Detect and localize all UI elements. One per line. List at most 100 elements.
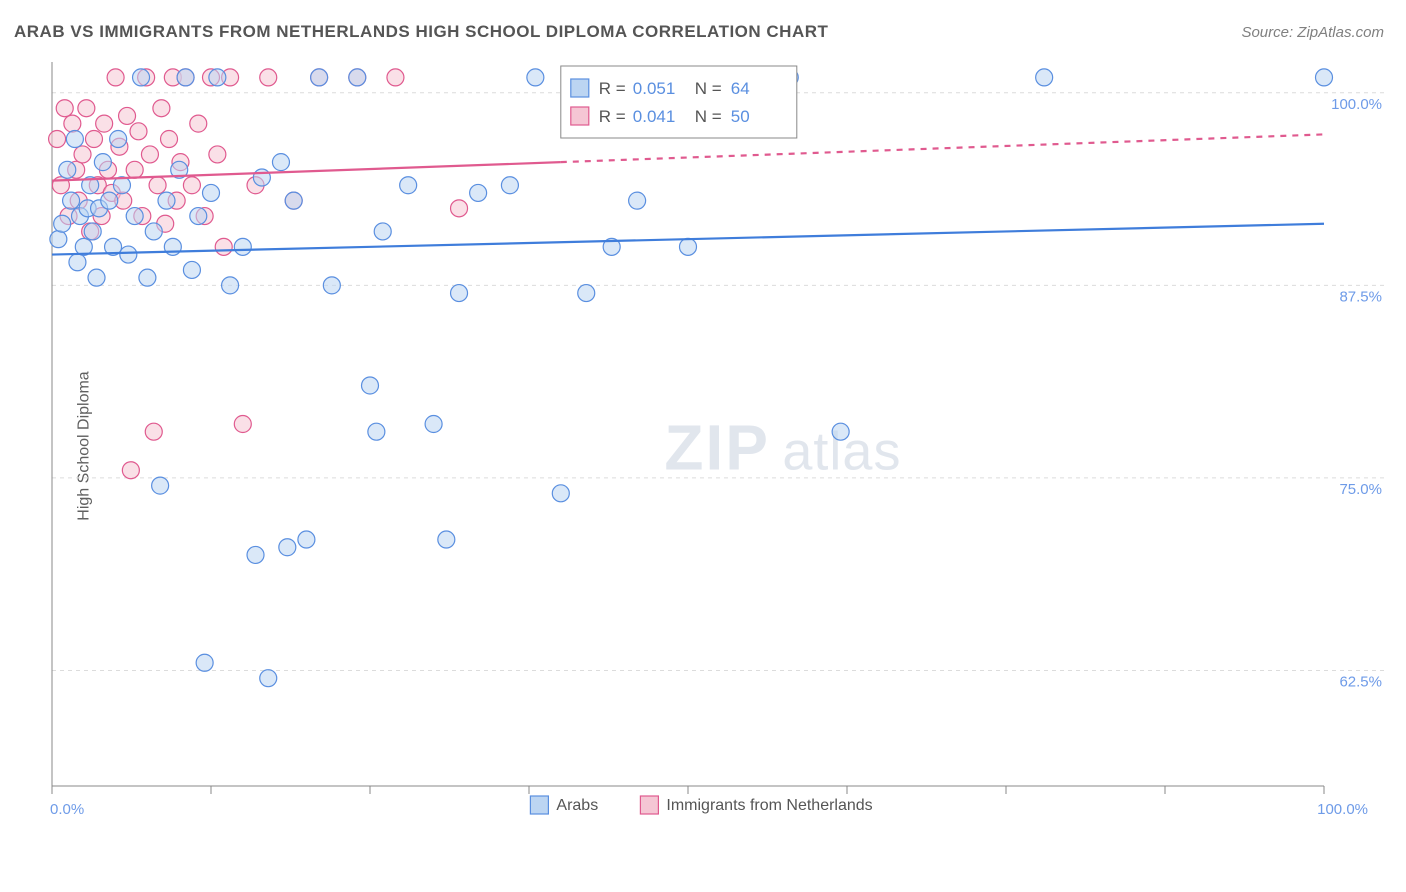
- point-arabs: [368, 423, 385, 440]
- point-netherlands: [74, 146, 91, 163]
- x-tick-label: 0.0%: [50, 801, 84, 818]
- point-arabs: [349, 69, 366, 86]
- point-arabs: [120, 246, 137, 263]
- point-arabs: [285, 192, 302, 209]
- point-netherlands: [209, 146, 226, 163]
- point-arabs: [50, 231, 67, 248]
- point-arabs: [451, 285, 468, 302]
- corr-r-label: R =: [599, 79, 626, 98]
- corr-r-value: 0.041: [633, 107, 676, 126]
- point-arabs: [1316, 69, 1333, 86]
- point-netherlands: [85, 131, 102, 148]
- point-netherlands: [161, 131, 178, 148]
- point-netherlands: [149, 177, 166, 194]
- y-tick-label: 100.0%: [1331, 96, 1382, 113]
- point-arabs: [66, 131, 83, 148]
- point-arabs: [139, 269, 156, 286]
- point-arabs: [63, 192, 80, 209]
- corr-swatch: [571, 107, 589, 125]
- corr-swatch: [571, 79, 589, 97]
- point-arabs: [94, 154, 111, 171]
- point-netherlands: [387, 69, 404, 86]
- point-netherlands: [122, 462, 139, 479]
- corr-r-label: R =: [599, 107, 626, 126]
- point-arabs: [69, 254, 86, 271]
- point-netherlands: [78, 100, 95, 117]
- point-arabs: [253, 169, 270, 186]
- scatter-chart: 0.0%100.0%62.5%75.0%87.5%100.0%ZIPatlasR…: [48, 56, 1388, 822]
- point-arabs: [552, 485, 569, 502]
- point-arabs: [400, 177, 417, 194]
- point-netherlands: [145, 423, 162, 440]
- point-arabs: [110, 131, 127, 148]
- point-netherlands: [107, 69, 124, 86]
- point-arabs: [374, 223, 391, 240]
- point-arabs: [209, 69, 226, 86]
- watermark: ZIP: [664, 412, 770, 484]
- corr-n-label: N =: [695, 107, 722, 126]
- point-arabs: [126, 208, 143, 225]
- point-arabs: [183, 261, 200, 278]
- point-netherlands: [49, 131, 66, 148]
- point-netherlands: [119, 107, 136, 124]
- chart-area: 0.0%100.0%62.5%75.0%87.5%100.0%ZIPatlasR…: [48, 56, 1388, 822]
- x-tick-label: 100.0%: [1317, 801, 1368, 818]
- point-arabs: [298, 531, 315, 548]
- point-arabs: [425, 416, 442, 433]
- point-arabs: [323, 277, 340, 294]
- point-arabs: [158, 192, 175, 209]
- point-arabs: [88, 269, 105, 286]
- point-netherlands: [183, 177, 200, 194]
- point-netherlands: [141, 146, 158, 163]
- legend-label-arabs: Arabs: [556, 797, 598, 814]
- point-arabs: [578, 285, 595, 302]
- point-arabs: [1036, 69, 1053, 86]
- point-netherlands: [130, 123, 147, 140]
- point-netherlands: [190, 115, 207, 132]
- point-netherlands: [64, 115, 81, 132]
- point-arabs: [832, 423, 849, 440]
- point-arabs: [311, 69, 328, 86]
- point-arabs: [234, 238, 251, 255]
- correlation-box: [561, 66, 797, 138]
- legend-swatch-arabs: [530, 796, 548, 814]
- point-arabs: [145, 223, 162, 240]
- point-arabs: [152, 477, 169, 494]
- point-netherlands: [260, 69, 277, 86]
- source-attribution: Source: ZipAtlas.com: [1241, 24, 1384, 41]
- point-arabs: [629, 192, 646, 209]
- trend-netherlands-extrapolated: [561, 134, 1324, 162]
- y-tick-label: 75.0%: [1339, 481, 1382, 498]
- point-netherlands: [56, 100, 73, 117]
- point-arabs: [501, 177, 518, 194]
- point-netherlands: [234, 416, 251, 433]
- corr-n-label: N =: [695, 79, 722, 98]
- point-arabs: [59, 161, 76, 178]
- point-arabs: [177, 69, 194, 86]
- point-netherlands: [126, 161, 143, 178]
- point-arabs: [222, 277, 239, 294]
- point-arabs: [203, 184, 220, 201]
- corr-n-value: 50: [731, 107, 750, 126]
- point-arabs: [101, 192, 118, 209]
- point-arabs: [84, 223, 101, 240]
- y-tick-label: 87.5%: [1339, 288, 1382, 305]
- point-netherlands: [153, 100, 170, 117]
- corr-n-value: 64: [731, 79, 750, 98]
- point-arabs: [272, 154, 289, 171]
- point-arabs: [279, 539, 296, 556]
- corr-r-value: 0.051: [633, 79, 676, 98]
- point-arabs: [196, 654, 213, 671]
- point-arabs: [680, 238, 697, 255]
- point-arabs: [362, 377, 379, 394]
- point-netherlands: [451, 200, 468, 217]
- point-netherlands: [96, 115, 113, 132]
- legend-label-netherlands: Immigrants from Netherlands: [666, 797, 872, 814]
- point-arabs: [470, 184, 487, 201]
- point-arabs: [260, 670, 277, 687]
- point-arabs: [190, 208, 207, 225]
- legend-swatch-netherlands: [640, 796, 658, 814]
- point-arabs: [133, 69, 150, 86]
- y-tick-label: 62.5%: [1339, 673, 1382, 690]
- chart-title: ARAB VS IMMIGRANTS FROM NETHERLANDS HIGH…: [14, 22, 828, 42]
